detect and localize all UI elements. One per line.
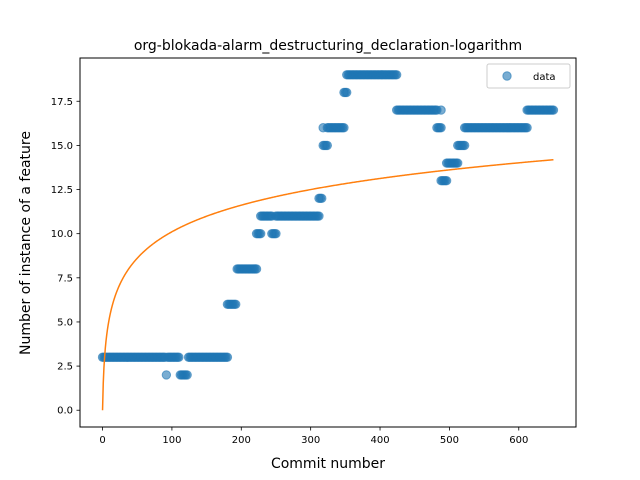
y-tick-label: 10.0 <box>51 229 73 240</box>
data-point <box>231 299 241 309</box>
data-point <box>441 176 452 186</box>
fit-lines <box>101 158 554 411</box>
y-axis-title: Number of instance of a feature <box>18 131 34 355</box>
x-tick-label: 500 <box>440 435 459 446</box>
x-tick-label: 200 <box>232 435 251 446</box>
data-point <box>314 211 324 221</box>
y-axis: 0.0 2.5 5.0 7.5 10.0 12.5 15.0 17.5 <box>51 97 80 417</box>
data-point <box>322 140 333 151</box>
y-tick-label: 15.0 <box>51 141 73 152</box>
y-tick-label: 2.5 <box>57 362 73 373</box>
data-point <box>459 140 470 151</box>
chart-title: org-blokada-alarm_destructuring_declarat… <box>134 38 522 54</box>
y-tick-label: 17.5 <box>51 97 73 108</box>
data-point <box>391 70 402 80</box>
fit-line <box>101 158 554 411</box>
legend-label: data <box>533 72 556 83</box>
legend: data <box>486 63 571 89</box>
data-point <box>256 228 266 239</box>
data-points <box>97 70 559 380</box>
data-point <box>339 123 349 133</box>
legend-box <box>486 63 571 89</box>
data-point <box>161 370 172 380</box>
data-point <box>453 158 463 168</box>
y-tick-label: 12.5 <box>51 185 73 196</box>
x-tick-label: 400 <box>370 435 389 446</box>
x-tick-label: 300 <box>301 435 320 446</box>
data-point <box>548 105 559 115</box>
data-point <box>251 264 262 274</box>
data-point <box>436 105 446 115</box>
x-axis: 0 100 200 300 400 500 600 <box>99 427 528 446</box>
plot-frame <box>79 57 577 428</box>
data-point <box>342 87 352 98</box>
x-tick-label: 100 <box>162 435 181 446</box>
x-tick-label: 0 <box>99 435 105 446</box>
y-tick-label: 0.0 <box>57 406 73 417</box>
data-point <box>436 123 446 133</box>
data-point <box>317 193 327 204</box>
legend-marker <box>502 71 512 81</box>
data-point <box>174 352 184 362</box>
y-tick-label: 5.0 <box>57 317 73 328</box>
x-axis-title: Commit number <box>271 456 385 472</box>
y-tick-label: 7.5 <box>57 273 73 284</box>
data-point <box>182 370 192 380</box>
data-point <box>222 352 233 362</box>
x-tick-label: 600 <box>509 435 528 446</box>
data-point <box>522 123 532 133</box>
data-point <box>271 228 281 239</box>
